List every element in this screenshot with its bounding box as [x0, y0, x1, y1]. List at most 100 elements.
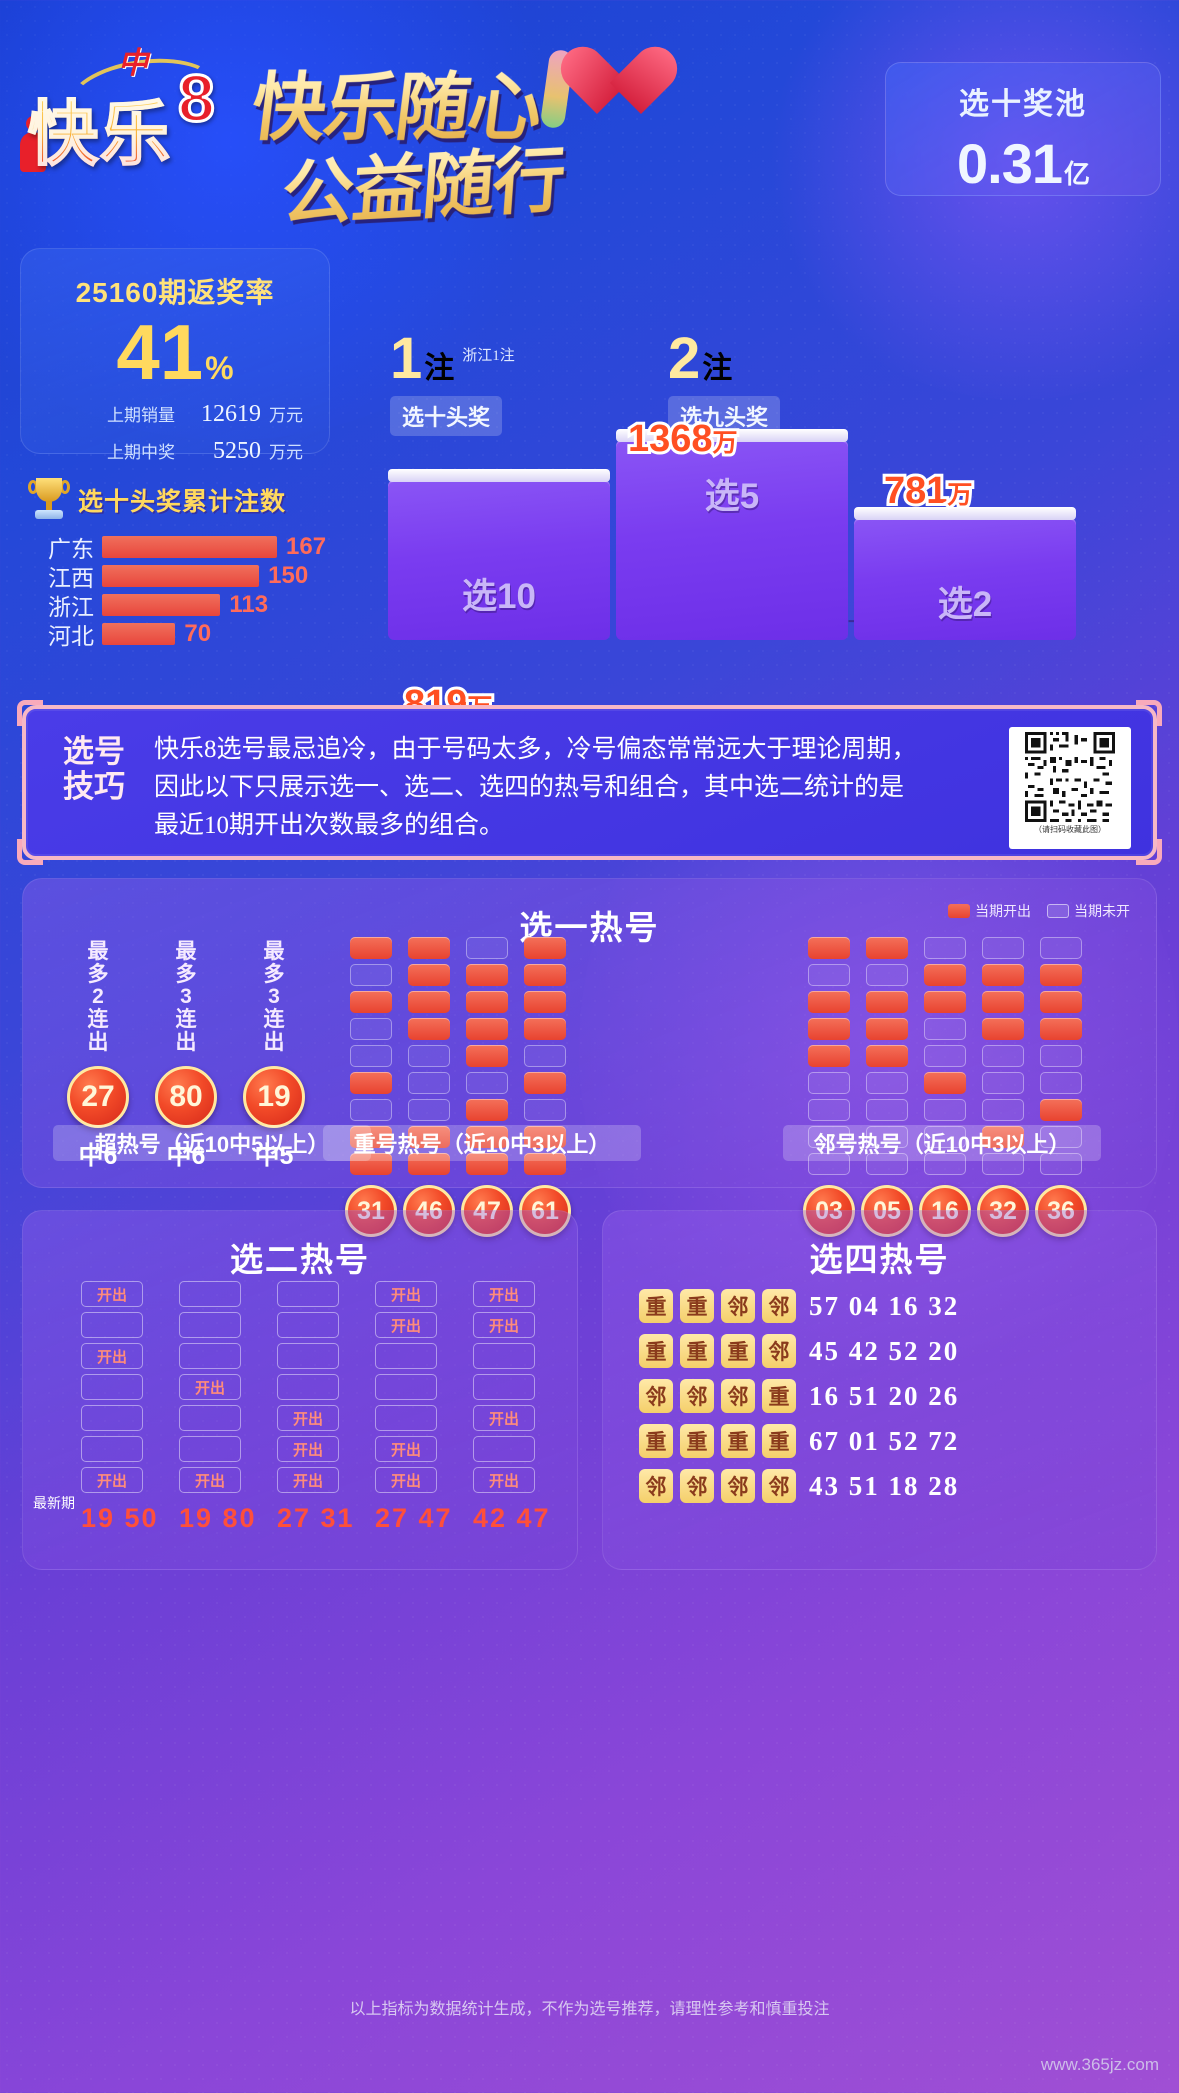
open-history-cell	[866, 937, 908, 959]
jackpot-unit: 亿	[1063, 159, 1090, 189]
tips-text: 快乐8选号最忌追冷，由于号码太多，冷号偏态常常远大于理论周期，因此以下只展示选一…	[154, 736, 917, 839]
pick2-cell: 开出	[473, 1405, 535, 1431]
bet-stat-pick10: 1注 浙江1注 选十头奖	[390, 330, 515, 436]
pick2-cell: 开出	[81, 1281, 143, 1307]
pick2-cell: 开出	[277, 1467, 339, 1493]
return-rate-value: 41%	[21, 313, 329, 391]
pick2-cell: 开出	[179, 1436, 241, 1462]
province-name: 江西	[48, 565, 94, 591]
province-name: 河北	[48, 623, 94, 649]
pick2-cell: 开出	[179, 1312, 241, 1338]
province-value: 113	[229, 590, 269, 618]
open-history-cell	[924, 1045, 966, 1067]
hot-number-ball: 19	[243, 1066, 305, 1129]
open-history-cell	[350, 1126, 392, 1148]
open-history-cell	[466, 1153, 508, 1175]
tips-badge: 选号 技巧	[63, 734, 125, 804]
return-rate-card: 25160期返奖率 41% 上期销量 12619 万元 上期中奖 5250 万元	[20, 248, 330, 464]
bet-count: 2	[668, 326, 701, 391]
pick2-pair: 42 47	[473, 1503, 551, 1533]
tips-frame: 选号 技巧 快乐8选号最忌追冷，由于号码太多，冷号偏态常常远大于理论周期，因此以…	[17, 700, 1162, 865]
open-history-cell	[524, 1153, 566, 1175]
hit-count: 中6	[78, 1142, 118, 1171]
legend-closed-swatch	[1047, 904, 1069, 918]
province-value: 70	[184, 619, 212, 647]
province-row: 河北 70	[28, 619, 378, 649]
open-history-cell	[866, 1018, 908, 1040]
open-history-cell	[808, 1018, 850, 1040]
pick4-tag: 邻	[721, 1379, 755, 1413]
pick4-tag: 重	[680, 1424, 714, 1458]
podium-step-top	[854, 507, 1076, 520]
qr-caption: （请扫码收藏此图）	[1034, 825, 1106, 834]
qr-code[interactable]: （请扫码收藏此图）	[1009, 727, 1131, 849]
open-history-cell	[1040, 1099, 1082, 1121]
open-history-cell	[408, 937, 450, 959]
pick1-repeat-ribbon: 重号热号（近10中3以上）	[323, 1125, 641, 1161]
open-history-cell	[982, 937, 1024, 959]
open-history-cell	[408, 1072, 450, 1094]
pick2-cells: 开出开出开出开出开出开出开出	[375, 1281, 453, 1493]
pick4-tag: 邻	[762, 1334, 796, 1368]
province-bar-chart: 选十头奖累计注数 广东 167 江西 150 浙江 113 河北 70	[28, 478, 378, 649]
open-history-cell	[466, 964, 508, 986]
heart-icon	[575, 42, 661, 122]
pick2-cell: 开出	[179, 1281, 241, 1307]
jackpot-label: 选十奖池	[959, 88, 1087, 121]
open-history-cell	[466, 1018, 508, 1040]
bet-unit: 注	[424, 352, 455, 385]
pick2-cell: 开出	[375, 1467, 437, 1493]
pick2-cell: 开出	[473, 1281, 535, 1307]
pick4-tag: 邻	[639, 1469, 673, 1503]
open-history-cell	[924, 991, 966, 1013]
pick2-cell: 开出	[375, 1436, 437, 1462]
open-history-cell	[408, 991, 450, 1013]
open-history-cell	[982, 1072, 1024, 1094]
pick4-numbers: 57 04 16 32	[809, 1290, 960, 1321]
pick4-tag: 邻	[680, 1379, 714, 1413]
jackpot-card: 选十奖池 0.31亿	[885, 62, 1161, 196]
open-history-cell	[466, 1045, 508, 1067]
open-history-cell	[466, 1099, 508, 1121]
open-history-cell	[466, 991, 508, 1013]
open-history-cell	[1040, 1126, 1082, 1148]
pick4-rows: 重重邻邻 57 04 16 32 重重重邻 45 42 52 20 邻邻邻重 16 51 …	[639, 1289, 959, 1514]
headline-line-2: 公益随行	[279, 121, 568, 241]
legend-open-swatch	[948, 904, 970, 918]
open-history-cell	[982, 1153, 1024, 1175]
pick4-tag: 重	[639, 1334, 673, 1368]
podium-step-pick2: 选2	[854, 507, 1076, 640]
pick2-title: 选二热号	[230, 1241, 370, 1278]
open-history-cell	[866, 1099, 908, 1121]
legend-open: 当期开出	[948, 901, 1031, 921]
cwl-emblem-icon: 中	[118, 47, 148, 80]
pick2-cell: 开出	[81, 1467, 143, 1493]
open-history-stack	[403, 937, 455, 1175]
pick4-tag: 重	[639, 1424, 673, 1458]
pick1-neighbor-item: 03	[803, 937, 855, 1237]
prize-label: 上期中奖	[107, 443, 175, 462]
pick2-cell: 开出	[81, 1436, 143, 1462]
hit-count: 中6	[166, 1142, 206, 1171]
open-history-cell	[1040, 937, 1082, 959]
prize-value: 5250	[213, 438, 261, 464]
pick4-title: 选四热号	[809, 1241, 950, 1278]
open-history-cell	[808, 1126, 850, 1148]
open-history-cell	[524, 1045, 566, 1067]
pick1-neighbor-item: 16	[919, 937, 971, 1237]
pick2-cell: 开出	[81, 1343, 143, 1369]
pick1-neighbor-item: 05	[861, 937, 913, 1237]
open-history-cell	[866, 1045, 908, 1067]
open-history-cell	[350, 1099, 392, 1121]
province-chart-title: 选十头奖累计注数	[78, 488, 287, 516]
pick4-numbers: 67 01 52 72	[809, 1425, 960, 1456]
pick1-repeat-item: 47	[461, 937, 513, 1237]
pick2-cells: 开出开出开出开出开出开出开出	[277, 1281, 355, 1493]
open-history-cell	[408, 1018, 450, 1040]
podium-amount-pick5: 1368万	[625, 415, 741, 463]
province-bar	[102, 535, 277, 558]
pick2-cell: 开出	[473, 1312, 535, 1338]
province-value: 167	[286, 532, 327, 560]
hot-number-ball: 27	[67, 1066, 129, 1129]
open-history-cell	[1040, 991, 1082, 1013]
